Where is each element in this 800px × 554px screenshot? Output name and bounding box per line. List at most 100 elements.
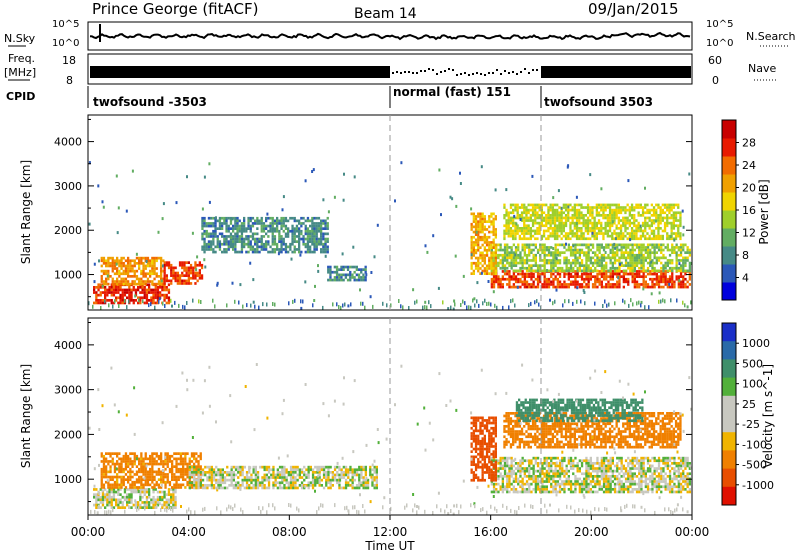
velMarks-cell [122, 454, 125, 458]
velMarks-cell [135, 470, 139, 474]
powerMarks-speck [249, 261, 252, 265]
powerMarks-cell [95, 301, 98, 305]
powerMarks-cell [517, 243, 520, 247]
powerMarks-speck [196, 255, 199, 259]
powerMarks-cell [611, 237, 614, 241]
powerMarks-cell [324, 219, 327, 223]
velMarks-cell [120, 457, 123, 461]
powerMarks-ground [576, 299, 578, 304]
powerMarks-cell [609, 261, 612, 265]
powerMarks-cell [547, 206, 550, 209]
velMarks-cell [177, 452, 180, 455]
velMarks-cell [152, 490, 155, 494]
powerMarks-cell [600, 206, 603, 209]
velMarks-cell [175, 480, 178, 484]
velMarks-cell [360, 476, 363, 479]
powerMarks-cell [575, 232, 579, 235]
velMarks-cell [130, 493, 133, 496]
powerMarks-cell [238, 240, 241, 243]
powerMarks-cell [309, 235, 312, 238]
velMarks-cell [347, 468, 350, 472]
powerMarks-cell [536, 264, 540, 267]
powerMarks-cell [536, 232, 539, 235]
powerMarks-cell [265, 216, 268, 220]
powerMarks-cell [668, 203, 671, 207]
velMarks-cell [195, 460, 198, 463]
powerMarks-cell [249, 240, 252, 243]
powerMarks-speck [116, 231, 119, 235]
powerMarks-cell [494, 230, 497, 234]
powerMarks-cell [547, 253, 551, 257]
powerMarks-cell [613, 285, 617, 289]
powerMarks-cell [619, 232, 623, 235]
powerMarks-cell [561, 251, 564, 254]
powerMarks-cell [551, 221, 554, 225]
powerMarks-cell [644, 227, 647, 230]
powerMarks-cell [659, 216, 662, 220]
velMarks-cell [140, 460, 143, 463]
powerMarks-cell [506, 272, 509, 276]
powerMarks-cell [267, 224, 270, 228]
velMarks-cell [142, 470, 145, 474]
powerMarks-cell [628, 214, 631, 217]
powerMarks-cell [174, 276, 177, 280]
powerMarks-cell [605, 264, 608, 267]
freq-block-3 [541, 66, 691, 78]
powerMarks-cell [503, 234, 506, 238]
velMarks-cell [157, 478, 161, 481]
powerMarks-cell [227, 242, 230, 246]
powerMarks-cell [662, 275, 665, 278]
powerMarks-cell [152, 288, 155, 292]
powerMarks-cell [194, 263, 197, 267]
powerMarks-cell [298, 242, 301, 246]
powerMarks-cell [221, 227, 224, 230]
powerMarks-cell [646, 248, 650, 252]
velMarks-cell [110, 488, 113, 491]
velMarks-cell [172, 506, 175, 509]
powerMarks-cell [340, 268, 343, 271]
powerMarks-cell [249, 219, 252, 223]
powerMarks-cell [298, 245, 301, 249]
powerMarks-cell [317, 216, 321, 220]
powerMarks-cell [624, 264, 628, 267]
powerMarks-cell [616, 251, 619, 254]
powerMarks-cell [251, 248, 255, 251]
powerMarks-cell [122, 256, 125, 260]
powerMarks-cell [214, 227, 217, 230]
powerMarks-cell [338, 278, 341, 282]
powerMarks-cell [254, 248, 257, 251]
powerMarks-cell [589, 256, 592, 260]
powerMarks-cell [673, 283, 676, 286]
powerMarks-cell [192, 266, 195, 270]
powerMarks-cell [138, 262, 141, 265]
powerMarks-cell [295, 219, 299, 223]
powerMarks-cell [573, 224, 576, 228]
velMarks-cell [130, 506, 133, 509]
velMarks-cell [276, 486, 279, 490]
powerMarks-cell [562, 234, 565, 238]
velMarks-cell [165, 493, 168, 496]
powerMarks-cell [170, 271, 173, 275]
velMarks-cell [142, 462, 145, 466]
powerMarks-cell [271, 235, 274, 238]
velMarks-cell [206, 478, 209, 482]
powerMarks-cell [624, 224, 627, 228]
velMarks-cell [193, 462, 196, 466]
powerMarks-cell [549, 208, 552, 212]
velMarks-cell [112, 495, 116, 499]
powerMarks-cell [205, 235, 208, 238]
powerMarks-cell [218, 222, 222, 225]
powerMarks-cell [525, 275, 529, 278]
powerMarks-cell [688, 283, 691, 286]
velMarks-cell [190, 475, 194, 479]
powerMarks-speck [449, 195, 452, 199]
velMarks-cell [206, 471, 209, 474]
velMarks-cell [329, 478, 332, 482]
powerMarks-cell [686, 259, 689, 262]
velMarks-cell [105, 467, 108, 471]
powerMarks-cell [565, 256, 568, 260]
powerMarks-cell [615, 203, 618, 207]
freq-dot [436, 73, 438, 75]
powerMarks-cell [644, 211, 647, 215]
